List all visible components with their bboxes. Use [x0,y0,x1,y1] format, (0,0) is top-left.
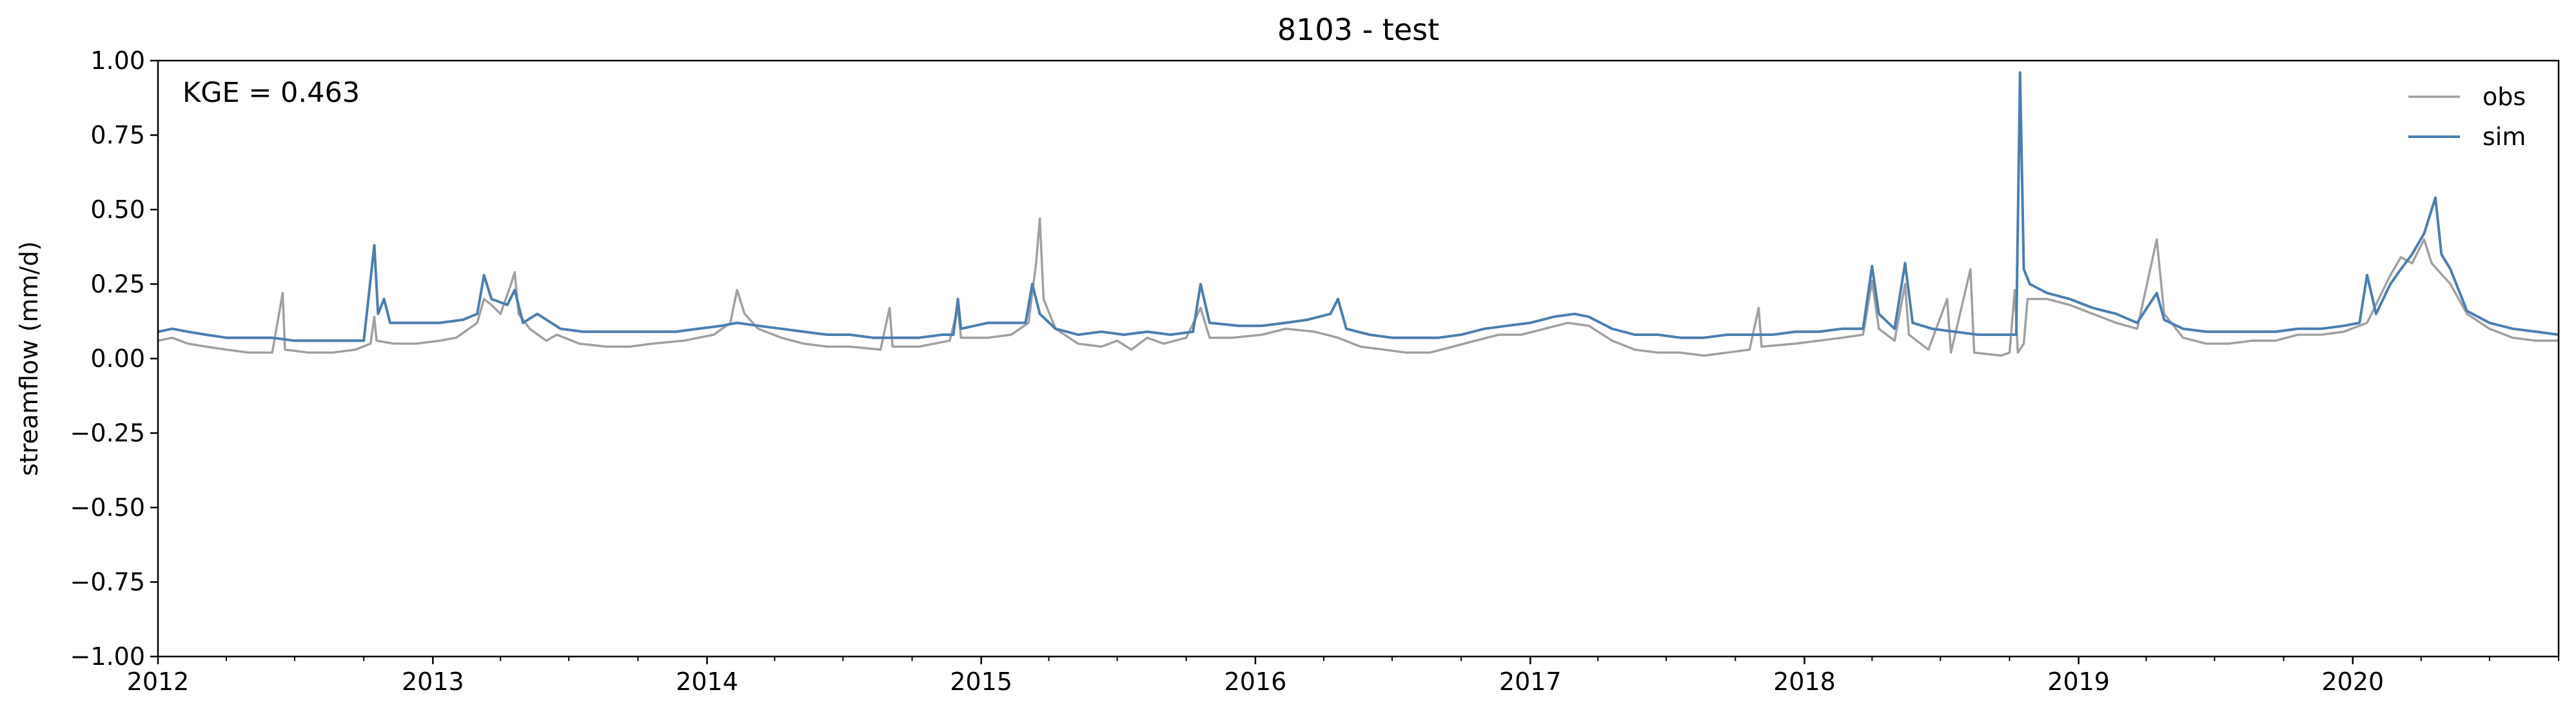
x-tick-label: 2016 [1224,667,1287,696]
x-tick-label: 2014 [676,667,738,696]
x-tick-label: 2015 [950,667,1012,696]
x-tick-label: 2013 [402,667,464,696]
y-tick-label: 1.00 [90,46,145,75]
y-tick-label: 0.50 [90,195,145,224]
legend: obs sim [2408,83,2526,151]
y-tick-label: 0.75 [90,121,145,150]
y-tick-label: −0.25 [70,419,145,448]
axes: −1.00 −0.75 −0.50 −0.25 0.00 0.25 0.50 0.75 1.00… [70,46,2560,696]
y-axis-label: streamflow (mm/d) [15,241,43,476]
x-tick-label: 2019 [2047,667,2110,696]
plot-area [158,71,2559,357]
series-line-obs [158,217,2559,357]
y-tick-label: 0.25 [90,270,145,299]
chart-title: 8103 - test [1277,12,1439,47]
x-tick-label: 2017 [1499,667,1562,696]
legend-label-sim: sim [2483,123,2526,151]
series-line-sim [158,71,2559,342]
x-tick-label: 2012 [127,667,190,696]
y-tick-label: −1.00 [70,642,145,671]
x-tick-label: 2020 [2321,667,2384,696]
y-tick-label: −0.75 [70,568,145,597]
y-tick-label: 0.00 [90,344,145,373]
legend-label-obs: obs [2483,83,2526,111]
kge-annotation: KGE = 0.463 [182,77,360,109]
y-tick-label: −0.50 [70,493,145,522]
axes-frame [157,59,2560,658]
x-tick-label: 2018 [1773,667,1836,696]
